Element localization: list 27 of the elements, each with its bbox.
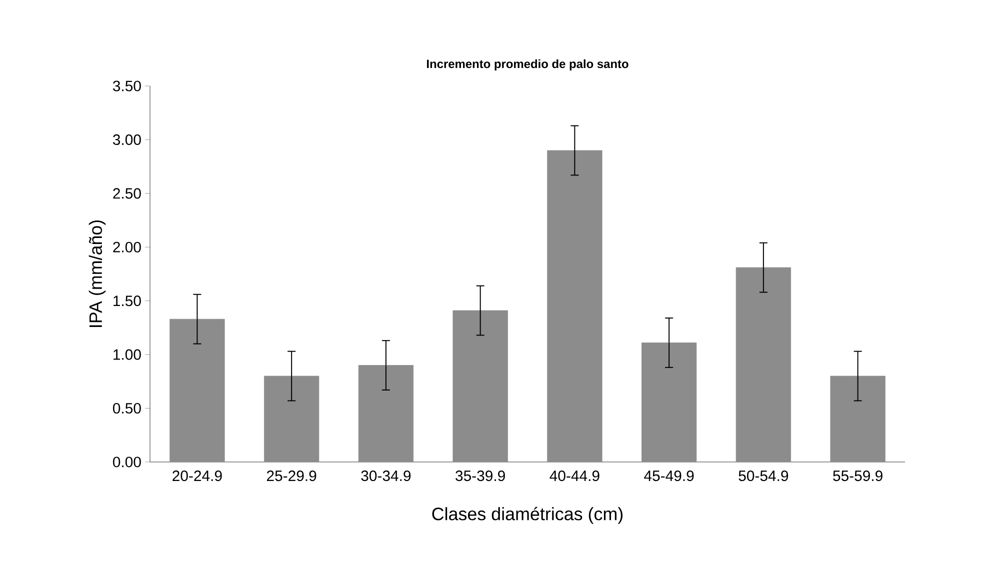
bar xyxy=(264,376,320,462)
bar xyxy=(830,376,886,462)
y-tick-label: 3.00 xyxy=(112,134,141,145)
bar xyxy=(642,342,697,462)
bar xyxy=(358,365,414,462)
x-tick-label: 45-49.9 xyxy=(644,470,694,482)
bar xyxy=(452,310,508,462)
x-tick-label: 20-24.9 xyxy=(172,470,222,482)
bar xyxy=(547,150,602,462)
x-axis-title: Clases diamétricas (cm) xyxy=(432,506,623,524)
x-tick-label: 55-59.9 xyxy=(833,470,882,482)
y-tick-label: 1.50 xyxy=(114,296,141,306)
x-tick-label: 30-34.9 xyxy=(361,470,411,482)
y-axis-title: IPA (mm/año) xyxy=(88,220,106,327)
y-tick-label: 3.50 xyxy=(112,80,141,92)
y-tick-label: 2.00 xyxy=(113,242,141,252)
x-tick-label: 25-29.9 xyxy=(266,470,316,482)
y-tick-label: 1.00 xyxy=(114,349,141,360)
x-tick-label: 50-54.9 xyxy=(738,470,788,482)
y-tick-label: 0.50 xyxy=(112,402,141,414)
chart-title: Incremento promedio de palo santo xyxy=(427,59,628,70)
x-tick-label: 40-44.9 xyxy=(550,470,600,482)
bar xyxy=(736,267,792,462)
y-tick-label: 2.50 xyxy=(113,188,141,199)
y-tick-label: 0.00 xyxy=(112,456,141,468)
x-tick-label: 35-39.9 xyxy=(456,470,505,482)
bar xyxy=(170,318,225,462)
